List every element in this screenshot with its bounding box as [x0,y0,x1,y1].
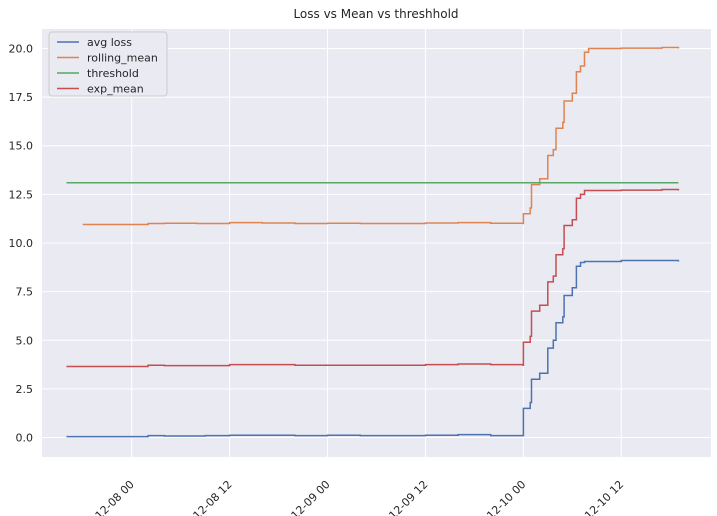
x-tick-label: 12-08 00 [93,478,137,516]
y-tick-label: 0.0 [16,432,34,445]
y-tick-label: 12.5 [9,188,34,201]
x-axis-ticks: 12-08 00 12-08 12 12-09 00 12-09 12 12-10 00… [93,478,627,516]
y-tick-label: 5.0 [16,334,34,347]
series-line-avg-loss [66,259,680,438]
series-lines [66,46,680,438]
y-tick-label: 15.0 [9,140,34,153]
series-line-exp-mean [66,188,680,368]
y-tick-label: 20.0 [9,42,34,55]
series-line-rolling-mean [82,46,680,226]
legend-label: threshold [87,67,139,80]
y-axis-ticks: 0.0 2.5 5.0 7.5 10.0 12.5 15.0 17.5 20.0 [9,42,34,444]
legend-label: exp_mean [87,83,144,96]
y-tick-label: 10.0 [9,237,34,250]
legend-label: rolling_mean [87,52,158,65]
legend: avg loss rolling_mean threshold exp_mean [48,31,168,97]
x-tick-label: 12-08 12 [191,478,235,516]
x-tick-label: 12-09 12 [386,478,430,516]
y-tick-label: 2.5 [16,383,34,396]
x-tick-label: 12-09 00 [288,478,332,516]
chart-title: Loss vs Mean vs threshhold [293,7,458,21]
y-tick-label: 17.5 [9,91,34,104]
x-tick-label: 12-10 12 [582,478,626,516]
y-tick-label: 7.5 [16,286,34,299]
legend-box [48,31,168,97]
legend-label: avg loss [87,36,132,49]
x-tick-label: 12-10 00 [484,478,528,516]
